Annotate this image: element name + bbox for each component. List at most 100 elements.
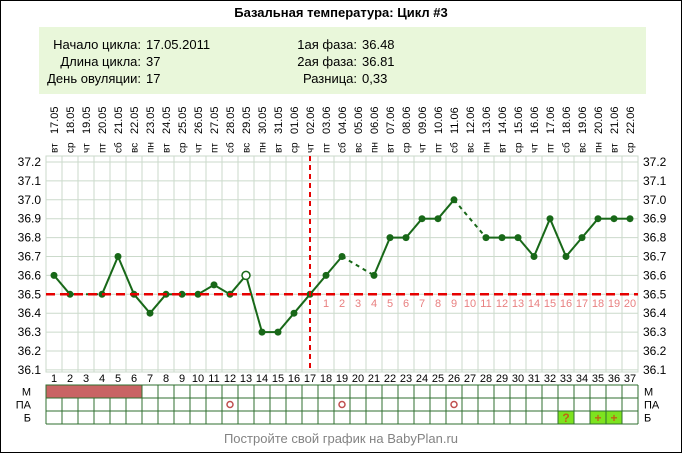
weekday-label: чт — [194, 143, 205, 153]
date-label: 31.05 — [273, 106, 285, 134]
dpo-label: 16 — [560, 298, 572, 310]
data-point — [322, 271, 330, 279]
info-value-phase2: 36.81 — [362, 54, 395, 69]
day-number: 30 — [512, 373, 524, 385]
date-label: 20.06 — [593, 106, 605, 134]
info-value-cycle-start: 17.05.2011 — [146, 37, 211, 52]
day-number: 25 — [432, 373, 444, 385]
date-label: 24.05 — [161, 106, 173, 134]
day-number: 13 — [240, 373, 252, 385]
day-number: 31 — [528, 373, 540, 385]
row-label-left: М — [22, 387, 31, 399]
day-number: 9 — [179, 373, 185, 385]
day-number: 14 — [256, 373, 268, 385]
day-number: 32 — [544, 373, 556, 385]
dpo-label: 18 — [592, 298, 604, 310]
date-label: 04.06 — [337, 106, 349, 134]
weekday-label: вс — [130, 143, 141, 153]
weekday-label: чт — [306, 143, 317, 153]
temperature-line-segment — [149, 293, 167, 314]
temperature-line-segment — [581, 218, 599, 239]
data-point — [578, 234, 586, 242]
dpo-label: 3 — [355, 298, 361, 310]
data-point — [274, 328, 282, 336]
menses-cells — [45, 384, 143, 399]
info-label-cycle-start: Начало цикла: — [53, 37, 141, 52]
y-axis-label-right: 36.4 — [643, 306, 667, 320]
weekday-label: сб — [113, 142, 125, 153]
weekday-label: сб — [561, 142, 573, 153]
data-point — [610, 215, 618, 223]
date-label: 23.05 — [145, 106, 157, 134]
weekday-label: чт — [418, 143, 429, 153]
dpo-label: 8 — [435, 298, 441, 310]
y-axis-label-left: 37.1 — [18, 174, 42, 188]
info-row-phase1: 1ая фаза: 36.48 — [239, 36, 395, 53]
pa-mark — [338, 400, 346, 409]
temperature-line-segment — [325, 255, 343, 277]
weekday-label: ср — [402, 142, 413, 153]
dpo-label: 20 — [624, 298, 636, 310]
temperature-line-segment — [565, 236, 583, 258]
weekday-label: вт — [162, 143, 173, 153]
row-label-left: Б — [24, 413, 31, 425]
test-result-mark: ? — [562, 411, 569, 425]
temperature-line-gap-segment — [341, 255, 375, 277]
row-label-right: М — [644, 387, 653, 399]
data-point — [450, 196, 458, 204]
y-axis-label-right: 36.2 — [643, 344, 667, 358]
weekday-label: вт — [610, 143, 621, 153]
weekday-label: ср — [66, 142, 77, 153]
day-number: 16 — [288, 373, 300, 385]
date-label: 28.05 — [225, 106, 237, 134]
weekday-label: пт — [322, 143, 333, 153]
weekday-label: ср — [290, 142, 301, 153]
y-axis-label-left: 36.3 — [18, 325, 42, 339]
weekday-label: чт — [530, 143, 541, 153]
row-label-left: ПА — [16, 400, 32, 412]
y-axis-label-left: 36.2 — [18, 344, 42, 358]
dpo-label: 5 — [387, 298, 393, 310]
y-axis-label-left: 36.9 — [18, 212, 42, 226]
info-row-cycle-length: Длина цикла: 37 — [39, 53, 210, 70]
date-label: 17.06 — [545, 106, 557, 134]
date-label: 19.06 — [577, 106, 589, 134]
dpo-label: 7 — [419, 298, 425, 310]
data-point — [290, 309, 298, 317]
dpo-label: 10 — [464, 298, 476, 310]
temperature-line-segment — [309, 274, 327, 295]
data-point — [146, 309, 154, 317]
info-label-cycle-length: Длина цикла: — [60, 54, 141, 69]
dpo-label: 14 — [528, 298, 540, 310]
test-result-cell — [557, 410, 575, 425]
temperature-line-segment — [405, 218, 423, 239]
data-point — [562, 253, 570, 260]
day-number: 22 — [384, 373, 396, 385]
date-label: 03.06 — [321, 106, 333, 134]
data-point — [546, 215, 554, 223]
date-label: 27.05 — [209, 106, 221, 134]
day-number: 7 — [147, 373, 153, 385]
info-value-ovulation-day: 17 — [146, 71, 161, 86]
weekday-label: вс — [466, 143, 477, 153]
day-number: 1 — [51, 373, 57, 385]
y-axis-label-right: 36.6 — [643, 268, 667, 282]
date-label: 11.06 — [449, 107, 461, 134]
data-point — [530, 253, 538, 260]
day-number: 21 — [368, 373, 380, 385]
date-label: 25.05 — [177, 106, 189, 134]
data-point — [434, 215, 442, 223]
weekday-label: пт — [98, 143, 109, 153]
info-label-phase1: 1ая фаза: — [297, 37, 357, 52]
temperature-line-segment — [533, 218, 551, 257]
y-axis-label-right: 37.1 — [643, 174, 667, 188]
y-axis-label-right: 36.1 — [643, 363, 667, 377]
dpo-label: 13 — [512, 298, 524, 310]
date-label: 29.05 — [241, 106, 253, 134]
info-value-phase1: 36.48 — [362, 37, 395, 52]
day-number: 4 — [99, 373, 105, 385]
date-label: 13.06 — [481, 106, 493, 134]
date-label: 22.06 — [625, 106, 637, 134]
data-point — [418, 215, 426, 223]
day-number: 3 — [83, 373, 89, 385]
